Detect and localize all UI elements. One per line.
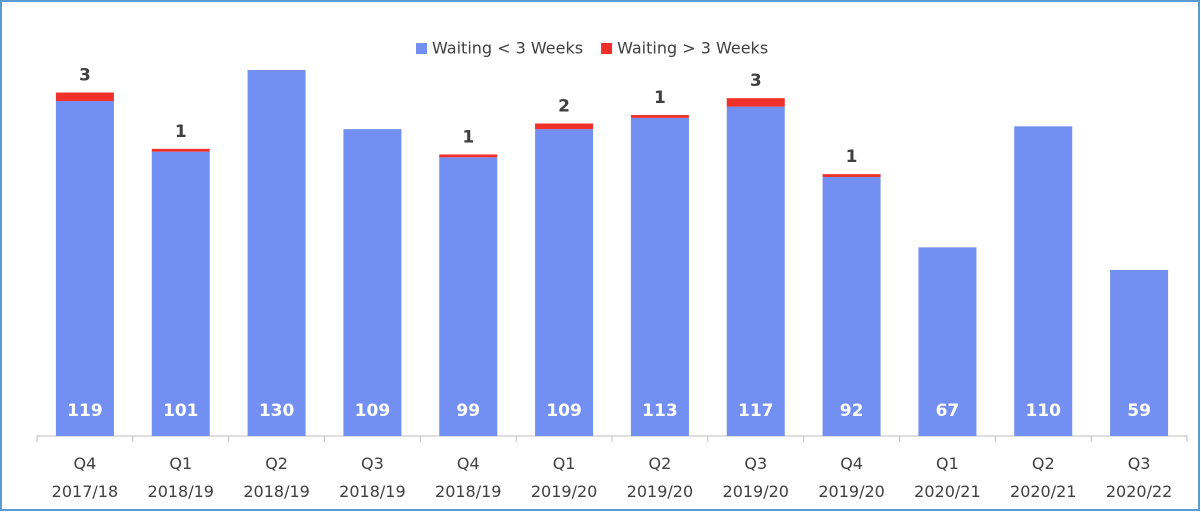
x-tick-label: Q1 2019/20 xyxy=(531,454,597,501)
bar-segment xyxy=(55,100,114,436)
legend-label: Waiting > 3 Weeks xyxy=(617,39,768,58)
x-tick-line: Q1 xyxy=(936,454,959,473)
x-tick-line: Q2 xyxy=(649,454,672,473)
bar-segment xyxy=(439,154,498,158)
x-tick-line: Q4 xyxy=(457,454,480,473)
bar-segment xyxy=(918,247,977,436)
value-label: 119 xyxy=(67,401,103,421)
x-tick-line: 2018/19 xyxy=(243,482,309,501)
value-label: 67 xyxy=(936,401,960,421)
x-tick-label: Q3 2018/19 xyxy=(339,454,405,501)
value-label: 1 xyxy=(846,147,858,167)
value-label: 1 xyxy=(462,127,474,147)
legend-swatch xyxy=(601,43,613,54)
x-tick-label: Q4 2018/19 xyxy=(435,454,501,501)
x-tick-line: 2020/21 xyxy=(1010,482,1076,501)
bar-segment xyxy=(726,98,785,107)
x-tick-line: 2018/19 xyxy=(435,482,501,501)
x-tick-label: Q2 2020/21 xyxy=(1010,454,1076,501)
x-tick-label: Q1 2020/21 xyxy=(914,454,980,501)
x-tick-line: 2020/21 xyxy=(914,482,980,501)
x-tick-label: Q3 2019/20 xyxy=(723,454,789,501)
bar-segment xyxy=(55,92,114,101)
bar-segment xyxy=(343,129,402,436)
x-tick-line: 2018/19 xyxy=(148,482,214,501)
legend-label: Waiting < 3 Weeks xyxy=(432,39,583,58)
x-tick-line: Q2 xyxy=(265,454,288,473)
x-tick-line: Q2 xyxy=(1032,454,1055,473)
x-tick-line: Q3 xyxy=(744,454,767,473)
x-tick-label: Q2 2019/20 xyxy=(627,454,693,501)
value-label: 109 xyxy=(546,401,582,421)
x-tick-line: 2020/22 xyxy=(1106,482,1172,501)
value-label: 3 xyxy=(750,71,762,91)
x-tick-line: Q4 xyxy=(74,454,97,473)
bar-segment xyxy=(726,106,785,436)
x-tick-line: Q3 xyxy=(1128,454,1151,473)
bar-segment xyxy=(822,174,881,177)
bar-segment xyxy=(630,117,689,436)
value-label: 1 xyxy=(175,122,187,142)
x-tick-label: Q3 2020/22 xyxy=(1106,454,1172,501)
value-label: 110 xyxy=(1026,401,1062,421)
bar-segment xyxy=(630,115,689,118)
x-tick-line: Q3 xyxy=(361,454,384,473)
legend-swatch xyxy=(416,43,427,54)
value-label: 99 xyxy=(456,401,480,421)
x-tick-line: Q4 xyxy=(840,454,863,473)
x-tick-line: 2019/20 xyxy=(818,482,884,501)
value-label: 109 xyxy=(355,401,391,421)
bar-segment xyxy=(247,70,306,436)
x-tick-line: Q1 xyxy=(169,454,192,473)
x-tick-line: 2017/18 xyxy=(52,482,118,501)
value-label: 59 xyxy=(1127,401,1151,421)
value-label: 92 xyxy=(840,401,864,421)
value-label: 3 xyxy=(79,66,91,86)
value-label: 130 xyxy=(259,401,295,421)
bar-segment xyxy=(1110,269,1169,436)
x-tick-line: 2019/20 xyxy=(627,482,693,501)
x-tick-label: Q2 2018/19 xyxy=(243,454,309,501)
bar-segment xyxy=(1014,126,1073,437)
bar-segment xyxy=(535,123,594,130)
bar-segment xyxy=(151,148,210,152)
bar-segment xyxy=(535,129,594,436)
value-label: 117 xyxy=(738,401,774,421)
x-tick-line: Q1 xyxy=(553,454,576,473)
value-label: 1 xyxy=(654,88,666,108)
x-tick-line: 2019/20 xyxy=(531,482,597,501)
x-tick-label: Q4 2017/18 xyxy=(52,454,118,501)
value-label: 113 xyxy=(642,401,678,421)
bar-segment xyxy=(151,151,210,436)
value-label: 101 xyxy=(163,401,199,421)
bar-segment xyxy=(439,157,498,436)
x-tick-line: 2018/19 xyxy=(339,482,405,501)
x-tick-line: 2019/20 xyxy=(723,482,789,501)
bar-segment xyxy=(822,176,881,436)
value-label: 2 xyxy=(558,96,570,116)
x-tick-label: Q4 2019/20 xyxy=(818,454,884,501)
x-tick-label: Q1 2018/19 xyxy=(148,454,214,501)
